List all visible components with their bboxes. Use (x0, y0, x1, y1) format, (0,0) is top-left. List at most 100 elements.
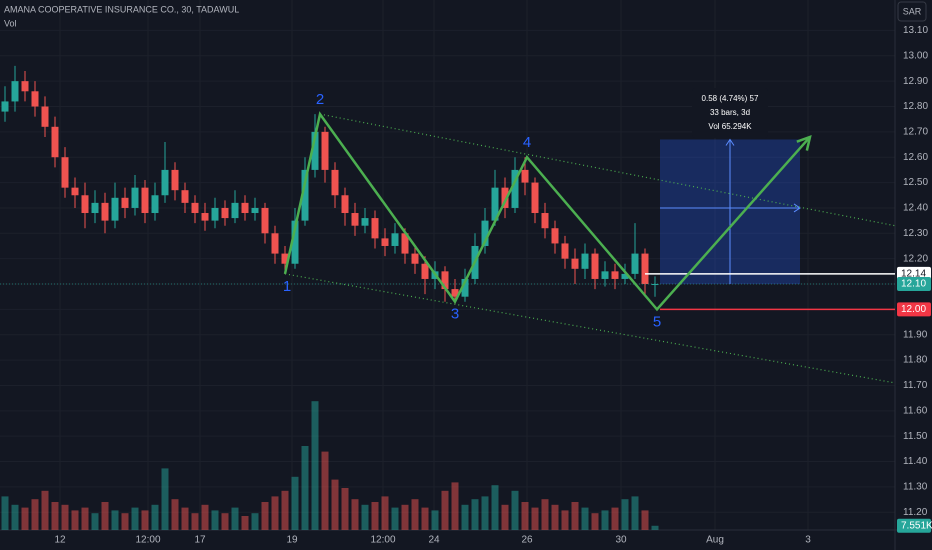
volume-title: Vol (4, 18, 17, 28)
candle-body (441, 271, 449, 290)
candle-body (101, 202, 109, 221)
volume-bar (161, 468, 169, 530)
candle-body (461, 278, 469, 297)
candle-body (191, 202, 199, 214)
wave-label: 5 (653, 313, 661, 330)
candle-body (201, 213, 209, 221)
volume-bar (451, 482, 459, 530)
measure-info: 33 bars, 3d (710, 108, 750, 117)
volume-bar (481, 496, 489, 530)
volume-bar (221, 513, 229, 530)
volume-bar (501, 504, 509, 530)
x-tick-label: 3 (805, 535, 811, 546)
candle-body (251, 207, 259, 214)
volume-bar (61, 504, 69, 530)
y-tick-label: 12.50 (903, 177, 928, 188)
volume-bar (271, 496, 279, 530)
volume-bar (371, 502, 379, 530)
candle-body (81, 195, 89, 214)
candle-body (221, 207, 229, 219)
volume-bar (441, 490, 449, 530)
candle-body (641, 253, 649, 285)
channel-line (284, 273, 896, 384)
volume-bar (611, 507, 619, 530)
measure-info-box (692, 88, 768, 138)
volume-bar (111, 510, 119, 530)
volume-bar (471, 499, 479, 530)
currency-box[interactable] (897, 1, 927, 22)
candle-body (121, 197, 129, 208)
volume-bar (391, 507, 399, 530)
measure-info: 0.58 (4.74%) 57 (702, 94, 759, 103)
volume-bar (331, 479, 339, 530)
candle-body (421, 263, 429, 279)
x-tick-label: 12 (54, 535, 66, 546)
x-tick-label: 24 (428, 535, 440, 546)
measure-arrow (725, 138, 735, 146)
candle-body (141, 187, 149, 214)
volume-bar (191, 513, 199, 530)
measure-arrow (793, 203, 801, 213)
candle-body (451, 289, 459, 297)
candle-body (51, 126, 59, 158)
candle-body (521, 169, 529, 183)
candle-body (571, 258, 579, 269)
candle-body (161, 169, 169, 196)
candle-body (321, 131, 329, 170)
volume-bar (151, 504, 159, 530)
volume-bar (131, 507, 139, 530)
volume-bar (561, 510, 569, 530)
candle-body (231, 202, 239, 219)
candle-body (381, 238, 389, 246)
x-tick-label: 19 (286, 535, 298, 546)
candle-body (541, 213, 549, 229)
candle-body (391, 233, 399, 246)
candle-body (561, 243, 569, 259)
volume-bar (91, 513, 99, 530)
volume-bar (421, 507, 429, 530)
volume-bar (261, 502, 269, 530)
volume-bar (21, 507, 29, 530)
candle-body (1, 101, 9, 112)
channel-line (319, 113, 896, 227)
currency[interactable]: SAR (903, 6, 922, 16)
volume-bar (1, 496, 9, 530)
y-tick-label: 12.20 (903, 253, 928, 264)
y-tick-label: 12.30 (903, 228, 928, 239)
volume-bar (491, 485, 499, 530)
candle-body (21, 81, 29, 92)
candle-body (501, 187, 509, 208)
volume-bar (231, 507, 239, 530)
volume-bar (201, 504, 209, 530)
y-tick-label: 11.90 (903, 329, 928, 340)
y-tick-label: 12.80 (903, 101, 928, 112)
volume-bar (181, 507, 189, 530)
volume-bar (171, 499, 179, 530)
candle-body (151, 195, 159, 214)
candle-body (491, 187, 499, 221)
candle-body (241, 202, 249, 214)
wave-line (283, 111, 811, 312)
volume-bar (121, 513, 129, 530)
y-tick-label: 11.80 (903, 355, 928, 366)
volume-last-label-bg (897, 518, 931, 533)
y-tick-label: 12.90 (903, 76, 928, 87)
candle-body (621, 273, 629, 279)
candle-body (411, 253, 419, 264)
volume-bar (51, 502, 59, 530)
candle-body (331, 169, 339, 196)
volume-bar (311, 401, 319, 530)
y-tick-label: 12.70 (903, 127, 928, 138)
x-tick-label: 26 (521, 535, 533, 546)
stop-price-label: 12.00 (901, 304, 926, 315)
x-tick-label: 12:00 (135, 535, 160, 546)
x-tick-label: 30 (615, 535, 627, 546)
volume-bar (361, 504, 369, 530)
candle-body (611, 271, 619, 279)
candle-body (291, 220, 299, 264)
candle-body (31, 91, 39, 107)
volume-bar (291, 476, 299, 530)
candle-body (481, 220, 489, 246)
volume-bar (301, 446, 309, 530)
